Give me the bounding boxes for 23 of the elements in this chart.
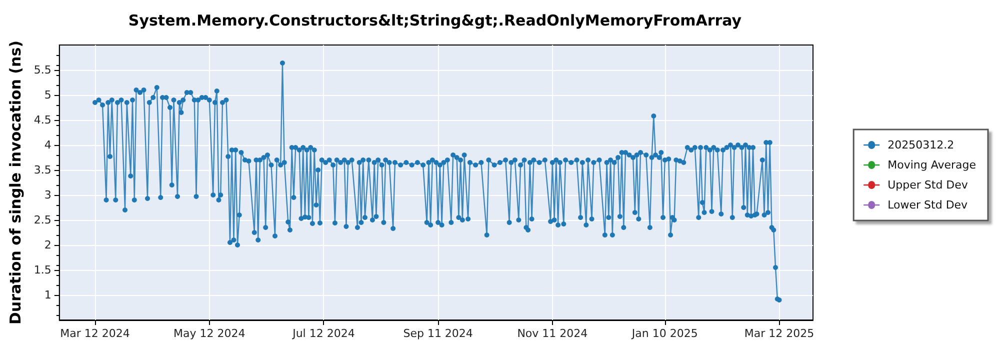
chart-title: System.Memory.Constructors&lt;String&gt;.ReadOnlyMemoryFromArray — [128, 12, 742, 30]
y-tick-label: 1 — [44, 288, 52, 302]
y-tick-label: 5 — [44, 88, 52, 102]
legend-label: Lower Std Dev — [888, 198, 968, 212]
y-tick-label: 5.5 — [34, 64, 52, 76]
legend-label: Upper Std Dev — [888, 178, 968, 192]
y-tick-label: 3 — [44, 188, 52, 202]
y-tick-label: 4.5 — [34, 114, 52, 126]
x-tick-label: Sep 11 2024 — [403, 327, 473, 340]
x-tick-label: Nov 11 2024 — [517, 327, 588, 340]
x-tick-label: Jul 12 2024 — [292, 327, 355, 340]
y-tick-label: 2.5 — [34, 214, 52, 226]
y-tick-label: 4 — [44, 138, 52, 152]
y-tick-label: 2 — [44, 238, 52, 252]
legend-label: 20250312.2 — [888, 138, 954, 152]
y-tick-label: 3.5 — [34, 164, 52, 176]
legend-label: Moving Average — [888, 158, 976, 172]
x-tick-label: Mar 12 2025 — [744, 327, 814, 340]
x-tick-label: May 12 2024 — [174, 327, 246, 340]
y-tick-label: 1.5 — [34, 264, 52, 276]
x-tick-label: Mar 12 2024 — [60, 327, 130, 340]
x-tick-label: Jan 10 2025 — [630, 327, 698, 340]
y-axis-title: Duration of single invocation (ns) — [6, 40, 24, 324]
